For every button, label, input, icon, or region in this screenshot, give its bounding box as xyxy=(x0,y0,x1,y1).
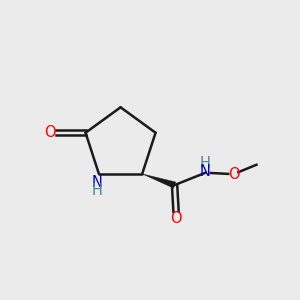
Text: H: H xyxy=(200,156,211,171)
Text: N: N xyxy=(200,164,211,179)
Text: H: H xyxy=(92,184,103,199)
Text: O: O xyxy=(170,211,182,226)
Text: O: O xyxy=(44,125,56,140)
Text: O: O xyxy=(228,167,239,182)
Polygon shape xyxy=(142,174,176,188)
Text: N: N xyxy=(92,175,103,190)
